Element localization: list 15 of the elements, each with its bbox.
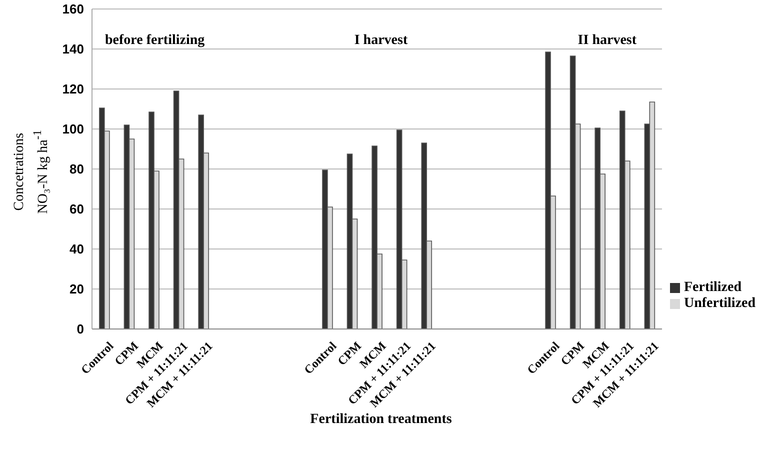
annotation: II harvest xyxy=(576,33,638,49)
y-tick-label: 0 xyxy=(76,322,84,337)
y-tick-label: 60 xyxy=(70,202,84,217)
y-tick-label: 160 xyxy=(62,2,84,17)
y-tick-label: 40 xyxy=(70,242,84,257)
y-tick-label: 120 xyxy=(62,82,84,97)
annotation: before fertilizing xyxy=(104,33,205,48)
legend-label: Unfertilized xyxy=(684,296,756,311)
y-tick-label: 20 xyxy=(70,282,84,297)
annotation: I harvest xyxy=(353,33,409,49)
y-tick-label: 100 xyxy=(62,122,84,137)
x-axis-title: Fertilization treatments xyxy=(309,412,453,428)
y-tick-label: 80 xyxy=(70,162,84,177)
y-tick-label: 140 xyxy=(62,42,84,57)
legend-label: Fertilized xyxy=(684,280,742,295)
